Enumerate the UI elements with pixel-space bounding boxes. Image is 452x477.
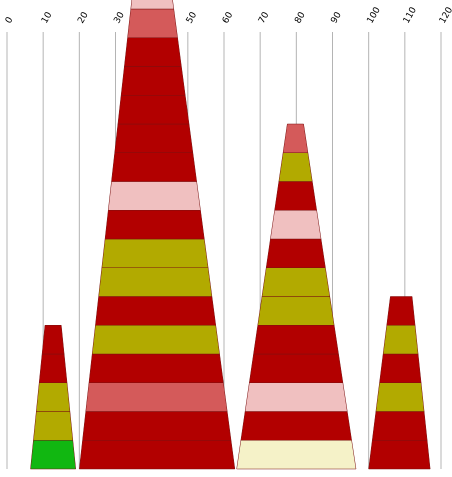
x-tick-label-10: 10 [40, 10, 55, 25]
pyramid-3-segment-12 [282, 123, 309, 153]
pyramid-1-segment-5 [41, 325, 65, 355]
pyramid-2-segment-1 [79, 440, 236, 470]
pyramid-3-segment-3 [244, 382, 348, 412]
x-tick-label-110: 110 [402, 5, 419, 25]
pyramid-2-segment-7 [98, 267, 213, 297]
pyramid-2-segment-8 [101, 238, 209, 268]
x-tick-labels: 0102030405060708090100110120 [4, 5, 452, 25]
pyramid-2 [79, 0, 236, 470]
pyramid-2-segment-11 [111, 152, 197, 182]
pyramid-1-segment-1 [30, 440, 76, 470]
x-tick-label-120: 120 [438, 5, 452, 25]
pyramid-3-segment-1 [236, 440, 357, 470]
pyramid-3-segment-8 [265, 238, 326, 268]
pyramid-3-segment-11 [278, 152, 313, 182]
pyramid-1-segment-2 [33, 411, 74, 441]
pyramid-3-segment-2 [240, 411, 352, 441]
pyramid-1-segment-3 [36, 382, 71, 412]
pyramid-4-segment-3 [375, 382, 425, 412]
x-tick-label-80: 80 [293, 10, 308, 25]
pyramid-2-segment-6 [95, 296, 217, 326]
pyramid-4-segment-2 [371, 411, 428, 441]
pyramid-3-segment-9 [270, 210, 322, 240]
x-tick-label-60: 60 [221, 10, 236, 25]
pyramid-4 [368, 296, 431, 470]
pyramid-3-segment-10 [274, 181, 317, 211]
x-tick-label-70: 70 [257, 10, 272, 25]
pyramid-2-segment-15 [124, 37, 182, 67]
pyramid-2-segment-13 [117, 95, 190, 125]
x-tick-label-30: 30 [112, 10, 127, 25]
x-tick-label-100: 100 [366, 5, 383, 25]
pyramid-2-segment-3 [85, 382, 228, 412]
pyramid-4-segment-5 [382, 325, 419, 355]
pyramid-4-segment-4 [379, 353, 422, 383]
pyramid-2-segment-10 [107, 181, 201, 211]
pyramid-4-segment-6 [386, 296, 416, 326]
x-tick-label-0: 0 [4, 15, 16, 25]
pyramid-2-segment-2 [82, 411, 232, 441]
pyramid-3 [236, 123, 357, 470]
pyramid-1-segment-4 [38, 353, 68, 383]
x-tick-label-50: 50 [185, 10, 200, 25]
pyramid-2-segment-16 [127, 8, 178, 38]
pyramid-3-segment-4 [249, 353, 344, 383]
x-tick-label-20: 20 [76, 10, 91, 25]
pyramid-2-segment-14 [120, 66, 186, 96]
pyramid-3-segment-6 [257, 296, 335, 326]
pyramid-3-segment-7 [261, 267, 331, 297]
pyramid-1 [30, 325, 76, 470]
pyramid-4-segment-1 [368, 440, 431, 470]
pyramid-2-segment-4 [88, 353, 224, 383]
pyramid-2-segment-17 [130, 0, 175, 10]
pyramid-3-segment-5 [253, 325, 339, 355]
pyramid-2-segment-9 [104, 210, 205, 240]
pyramid-2-segment-12 [114, 123, 194, 153]
pyramid-stacks [30, 0, 431, 470]
pyramid-2-segment-5 [91, 325, 220, 355]
x-tick-label-90: 90 [329, 10, 344, 25]
